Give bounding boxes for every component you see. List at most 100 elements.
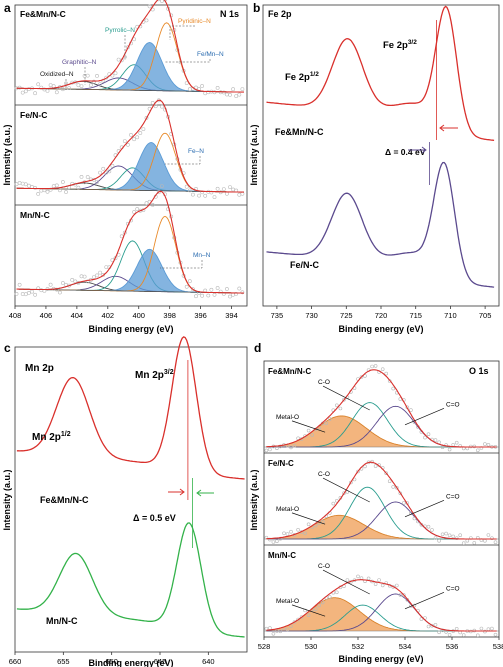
panel-a-1-data-point: [197, 193, 202, 198]
panel-a-0-data-point: [221, 90, 226, 95]
panel-a-0-data-point: [187, 87, 192, 92]
panel-d-0-data-point: [275, 446, 279, 451]
panel-b-xticks: 735 730 725 720 715 710 705: [271, 306, 491, 320]
panel-d-1-data-point: [401, 501, 406, 505]
panel-a-1-data-point: [150, 101, 155, 105]
panel-d-1-data-point: [391, 485, 396, 489]
panel-d-2-arrow-metal-o: [291, 604, 326, 617]
panel-d-2-data-point: [289, 624, 293, 628]
panel-c-series-1-label: Fe&Mn/N-C: [40, 495, 89, 505]
panel-a-tick-label-3: 402: [102, 311, 115, 320]
panel-a-ylabel: Intensity (a.u.): [2, 124, 12, 185]
panel-a-2-data-point: [187, 279, 192, 284]
panel-d-2-data-point: [356, 574, 360, 579]
panel-a-0-data-point: [95, 74, 99, 78]
panel-a-2-data-point: [184, 284, 189, 289]
panel-a-0-data-point: [203, 91, 208, 96]
panel-a-1-data-point: [228, 185, 232, 190]
panel-d-0-data-point: [363, 374, 367, 378]
panel-a-0-data-point: [67, 86, 72, 91]
panel-a-1-data-point: [33, 185, 38, 190]
panel-a-1-data-point: [221, 187, 226, 192]
panel-a-0-data-point: [110, 73, 115, 78]
panel-a-0-data-point: [42, 87, 47, 92]
panel-a-1-data-point: [153, 104, 158, 109]
panel-a-1-data-point: [215, 186, 220, 191]
panel-a-1-data-point: [20, 181, 25, 186]
panel-d-0-data-point: [454, 440, 459, 445]
panel-a-2-data-point: [30, 289, 34, 294]
panel-a-0-data-point: [184, 81, 189, 86]
panel-d-2-data-point: [313, 607, 318, 611]
panel-b-tick-label-4: 715: [409, 311, 422, 320]
panel-b-arrow-1: [439, 124, 458, 132]
panel-d-2-label-c-eq-o: C=O: [446, 585, 460, 592]
panel-d-1-data-point: [483, 538, 487, 543]
panel-d-2-data-point: [426, 624, 431, 629]
panel-d-0-fit-envelope: [266, 369, 497, 448]
panel-d-0-data-point: [472, 444, 477, 449]
panel-d-2-data-point: [440, 628, 445, 633]
panel-a-1-data-point: [190, 192, 195, 197]
panel-d-0-data-point: [268, 447, 272, 452]
panel-a-2-data-point: [132, 210, 137, 214]
panel-d-1-data-point: [437, 538, 441, 543]
panel-d-sample-3: Mn/N-C: [268, 551, 296, 560]
panel-a-2-data-point: [144, 201, 149, 206]
panel-c-series-0-line: [16, 336, 245, 480]
panel-d-1-data-point: [373, 464, 378, 468]
panel-a-0-data-point: [98, 82, 103, 87]
panel-d-2-data-point: [437, 630, 441, 635]
panel-d-2-data-point: [447, 632, 452, 637]
panel-d-2-peak-fill-metal-o: [266, 597, 497, 631]
panel-a-tick-label-4: 400: [132, 311, 145, 320]
panel-d-0-data-point: [475, 448, 480, 453]
panel-c-arrow-1: [168, 488, 185, 496]
label-pyrrolic-n: Pyrrolic–N: [105, 27, 135, 34]
panel-a-1-data-point: [184, 184, 189, 189]
panel-a-1-data-point: [36, 191, 41, 196]
panel-a-1-data-point: [76, 185, 81, 190]
panel-d-2-data-point: [479, 626, 484, 631]
panel-d-1-data-point: [447, 533, 452, 538]
panel-b-tick-label-0: 735: [271, 311, 284, 320]
panel-d-0-data-point: [380, 367, 385, 372]
panel-a-2-data-point: [194, 294, 198, 299]
panel-d-xticks: 528 530 532 534 536 538: [258, 637, 503, 651]
panel-c-title: Mn 2p: [25, 363, 54, 374]
panel-a-1-data-point: [79, 174, 84, 179]
panel-d-1-data-point: [384, 471, 389, 476]
panel-d-tick-label-5: 538: [493, 642, 503, 651]
panel-a-2-data-point: [200, 293, 205, 298]
panel-d-1-data-point: [454, 536, 459, 541]
panel-a-2-data-point: [231, 292, 236, 297]
panel-a-2-data-point: [79, 274, 84, 279]
panel-d-1-data-point: [440, 532, 445, 537]
panel-c-tick-label-4: 640: [202, 657, 215, 666]
panel-c-tick-label-3: 645: [154, 657, 167, 666]
panel-d-0-data-point: [373, 364, 378, 368]
panel-a-2-data-point: [237, 286, 242, 291]
panel-d-0-data-point: [486, 442, 491, 447]
label-fe-n: Fe–N: [188, 148, 204, 155]
panel-a-0-data-point: [113, 71, 118, 76]
panel-a-0-data-point: [116, 57, 121, 62]
panel-a-2-data-point: [215, 286, 220, 290]
panel-d-1-data-point: [461, 541, 466, 546]
panel-d-2-data-point: [377, 578, 381, 582]
panel-a-2-fit-envelope: [16, 190, 244, 294]
panel-a-1-data-point: [101, 166, 106, 171]
panel-b-series-1-label: Fe&Mn/N-C: [275, 127, 324, 137]
panel-d-1-data-point: [387, 479, 392, 484]
panel-d-1-data-point: [349, 480, 353, 485]
panel-d-1-data-point: [430, 528, 434, 532]
panel-a-0-data-point: [85, 73, 90, 78]
panel-d-0-label-c-eq-o: C=O: [446, 401, 460, 408]
panel-a-2-data-point: [48, 282, 53, 287]
panel-letter-b: b: [253, 1, 260, 15]
panel-b-xlabel: Binding energy (eV): [338, 324, 423, 334]
panel-d-0-data-point: [342, 397, 346, 402]
panel-d-1-label-metal-o: Metal-O: [276, 506, 299, 513]
panel-a-0-data-point: [212, 90, 217, 95]
